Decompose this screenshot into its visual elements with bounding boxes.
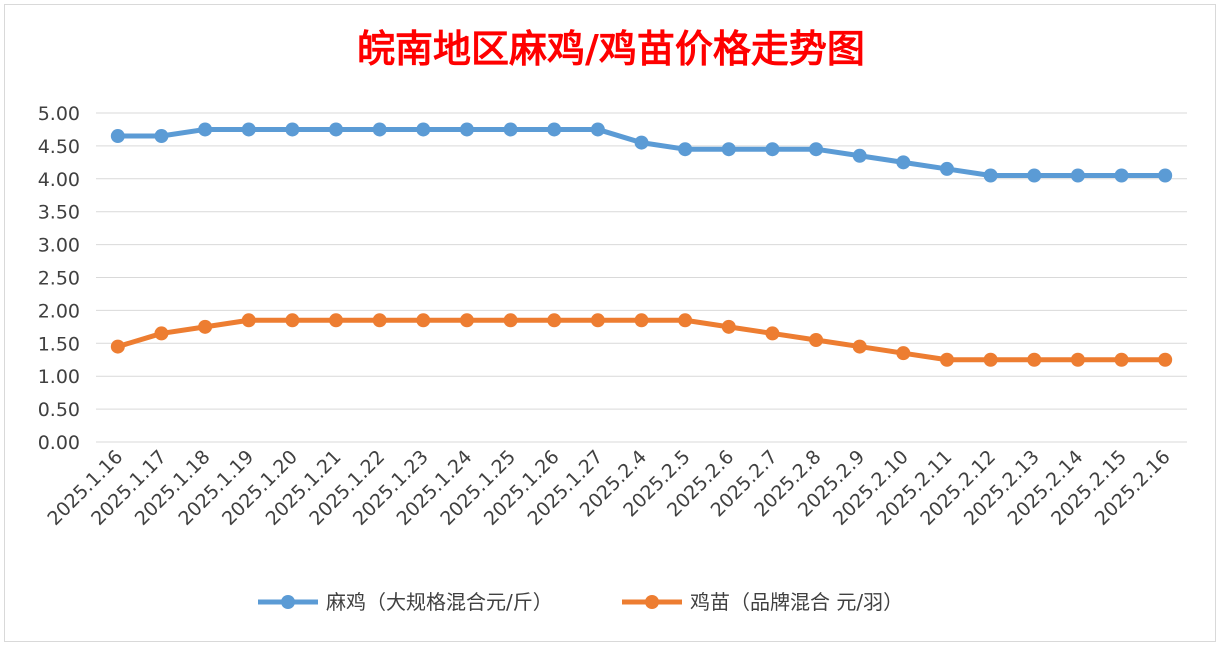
y-tick-label: 1.50 <box>38 333 80 355</box>
y-tick-label: 0.00 <box>38 432 80 454</box>
x-axis-ticks: 2025.1.162025.1.172025.1.182025.1.192025… <box>43 446 1174 530</box>
data-point <box>459 122 474 137</box>
data-point <box>503 122 518 137</box>
data-point <box>896 346 911 361</box>
data-point <box>198 122 213 137</box>
data-point <box>852 148 867 163</box>
data-point <box>983 352 998 367</box>
y-tick-label: 4.00 <box>38 169 80 191</box>
data-point <box>459 313 474 328</box>
y-tick-label: 1.00 <box>38 366 80 388</box>
legend: 麻鸡（大规格混合元/斤） 鸡苗（品牌混合 元/羽） <box>258 590 903 614</box>
gridlines <box>96 112 1187 443</box>
data-point <box>241 122 256 137</box>
data-point <box>1070 168 1085 183</box>
data-point <box>809 333 824 348</box>
data-point <box>329 313 344 328</box>
data-point <box>1114 168 1129 183</box>
y-tick-label: 2.00 <box>38 300 80 322</box>
data-point <box>1027 168 1042 183</box>
data-point <box>110 339 125 354</box>
legend-item-2: 鸡苗（品牌混合 元/羽） <box>622 590 903 614</box>
chart-title: 皖南地区麻鸡/鸡苗价格走势图 <box>357 26 865 71</box>
data-point <box>852 339 867 354</box>
data-point <box>416 122 431 137</box>
data-point <box>939 161 954 176</box>
y-tick-label: 3.00 <box>38 235 80 257</box>
data-point <box>1158 352 1173 367</box>
y-tick-label: 0.50 <box>38 399 80 421</box>
series-2 <box>110 313 1173 367</box>
data-point <box>372 313 387 328</box>
data-point <box>634 135 649 150</box>
data-point <box>678 313 693 328</box>
data-point <box>809 142 824 157</box>
data-point <box>1114 352 1129 367</box>
data-point <box>1070 352 1085 367</box>
data-point <box>765 326 780 341</box>
data-point <box>372 122 387 137</box>
data-point <box>939 352 954 367</box>
data-point <box>416 313 431 328</box>
data-point <box>154 129 169 144</box>
data-point <box>896 155 911 170</box>
data-point <box>983 168 998 183</box>
data-point <box>329 122 344 137</box>
legend-item-1: 麻鸡（大规格混合元/斤） <box>258 590 553 614</box>
data-point <box>765 142 780 157</box>
y-tick-label: 4.50 <box>38 136 80 158</box>
data-point <box>590 122 605 137</box>
data-point <box>547 313 562 328</box>
legend-label: 鸡苗（品牌混合 元/羽） <box>690 590 903 614</box>
data-point <box>590 313 605 328</box>
y-tick-label: 3.50 <box>38 202 80 224</box>
data-point <box>198 319 213 334</box>
data-point <box>241 313 256 328</box>
data-point <box>110 129 125 144</box>
data-point <box>1027 352 1042 367</box>
data-point <box>154 326 169 341</box>
y-tick-label: 2.50 <box>38 268 80 290</box>
data-point <box>721 142 736 157</box>
y-axis-ticks: 0.00 0.50 1.00 1.50 2.00 2.50 3.00 3.50 4.00 4.50… <box>38 103 80 454</box>
data-point <box>634 313 649 328</box>
data-point <box>547 122 562 137</box>
legend-label: 麻鸡（大规格混合元/斤） <box>326 590 553 614</box>
data-point <box>503 313 518 328</box>
series-1 <box>110 122 1173 183</box>
data-point <box>721 319 736 334</box>
legend-marker <box>645 595 659 609</box>
data-point <box>678 142 693 157</box>
data-point <box>1158 168 1173 183</box>
y-tick-label: 5.00 <box>38 103 80 125</box>
data-point <box>285 313 300 328</box>
data-point <box>285 122 300 137</box>
legend-marker <box>281 595 295 609</box>
series-layer <box>110 122 1173 367</box>
